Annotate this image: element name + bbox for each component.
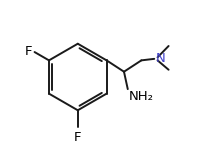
Text: N: N [155,52,165,65]
Text: F: F [25,45,33,58]
Text: F: F [74,131,81,144]
Text: NH₂: NH₂ [129,90,154,103]
